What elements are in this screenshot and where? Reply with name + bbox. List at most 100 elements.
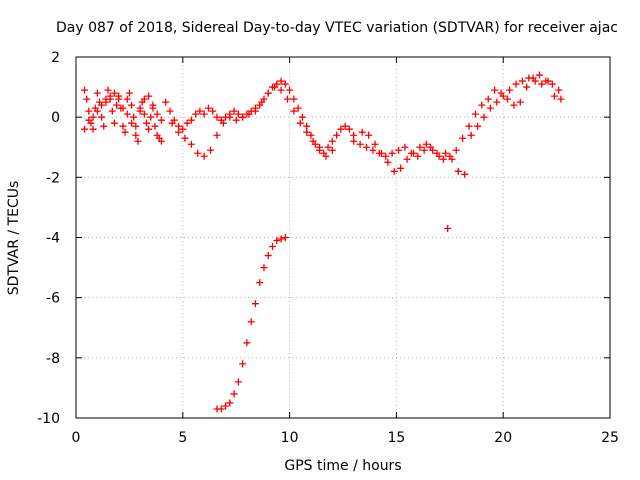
data-point	[226, 113, 234, 121]
data-point	[362, 143, 370, 151]
data-point	[222, 402, 230, 410]
data-point	[277, 77, 285, 85]
series-band-late-b	[358, 74, 565, 178]
y-tick-label: -6	[46, 291, 60, 307]
data-point	[260, 264, 268, 272]
data-point	[119, 104, 127, 112]
data-point	[128, 119, 136, 127]
plot-frame	[75, 56, 611, 419]
data-point	[162, 98, 170, 106]
data-point	[538, 80, 546, 88]
data-point	[145, 92, 153, 100]
y-tick-label: 2	[51, 50, 60, 66]
series-cluster-a	[81, 86, 165, 145]
y-tick-label: -2	[46, 170, 60, 186]
data-point	[281, 80, 289, 88]
data-point	[196, 107, 204, 115]
data-point	[333, 131, 341, 139]
data-point	[409, 149, 417, 157]
data-point	[286, 86, 294, 94]
data-point	[147, 113, 155, 121]
grid	[76, 57, 610, 418]
data-point	[89, 113, 97, 121]
data-point	[506, 86, 514, 94]
data-point	[377, 149, 385, 157]
y-tick-label: -10	[37, 411, 60, 427]
data-point	[290, 95, 298, 103]
data-point	[350, 131, 358, 139]
data-point	[303, 128, 311, 136]
data-point	[102, 95, 110, 103]
data-point	[273, 237, 281, 245]
data-point	[442, 149, 450, 157]
data-point	[83, 95, 91, 103]
data-point	[251, 300, 259, 308]
data-point	[108, 107, 116, 115]
data-point	[484, 95, 492, 103]
data-point	[175, 128, 183, 136]
data-point	[416, 143, 424, 151]
data-point	[429, 146, 437, 154]
data-point	[132, 122, 140, 130]
data-point	[264, 89, 272, 97]
data-point	[322, 152, 330, 160]
data-point	[555, 86, 563, 94]
data-point	[207, 146, 215, 154]
data-point	[439, 155, 447, 163]
data-point	[557, 95, 565, 103]
data-point	[217, 405, 225, 413]
data-point	[290, 107, 298, 115]
data-point	[200, 110, 208, 118]
data-point	[230, 107, 238, 115]
data-point	[277, 235, 285, 243]
data-point	[444, 224, 452, 232]
data-point	[452, 146, 460, 154]
data-point	[283, 95, 291, 103]
x-tick-label: 5	[178, 430, 187, 446]
data-point	[395, 146, 403, 154]
data-point	[420, 146, 428, 154]
data-point	[491, 86, 499, 94]
data-point	[486, 104, 494, 112]
data-point	[256, 279, 264, 287]
x-tick-label: 20	[494, 430, 512, 446]
data-point	[115, 95, 123, 103]
data-point	[200, 152, 208, 160]
data-point	[93, 89, 101, 97]
data-point	[89, 125, 97, 133]
data-point	[397, 164, 405, 172]
data-point	[119, 122, 127, 130]
x-tick-label: 0	[72, 430, 81, 446]
chart-title: Day 087 of 2018, Sidereal Day-to-day VTE…	[56, 20, 618, 36]
data-point	[448, 155, 456, 163]
data-point	[85, 116, 93, 124]
data-point	[166, 107, 174, 115]
data-point	[277, 86, 285, 94]
data-point	[401, 143, 409, 151]
series-isolated	[444, 224, 452, 232]
data-point	[168, 119, 176, 127]
data-point	[382, 152, 390, 160]
data-point	[123, 110, 131, 118]
data-point	[467, 131, 475, 139]
data-point	[245, 110, 253, 118]
data-point	[142, 119, 150, 127]
data-point	[153, 110, 161, 118]
data-point	[403, 155, 411, 163]
data-point	[151, 122, 159, 130]
data-point	[149, 101, 157, 109]
data-point	[307, 131, 315, 139]
data-point	[130, 113, 138, 121]
data-point	[157, 137, 165, 145]
data-point	[209, 107, 217, 115]
data-point	[183, 119, 191, 127]
data-point	[303, 122, 311, 130]
data-point	[125, 89, 133, 97]
data-point	[493, 98, 501, 106]
data-point	[213, 131, 221, 139]
data-point	[194, 149, 202, 157]
data-point	[516, 98, 524, 106]
data-point	[134, 137, 142, 145]
data-point	[239, 113, 247, 121]
